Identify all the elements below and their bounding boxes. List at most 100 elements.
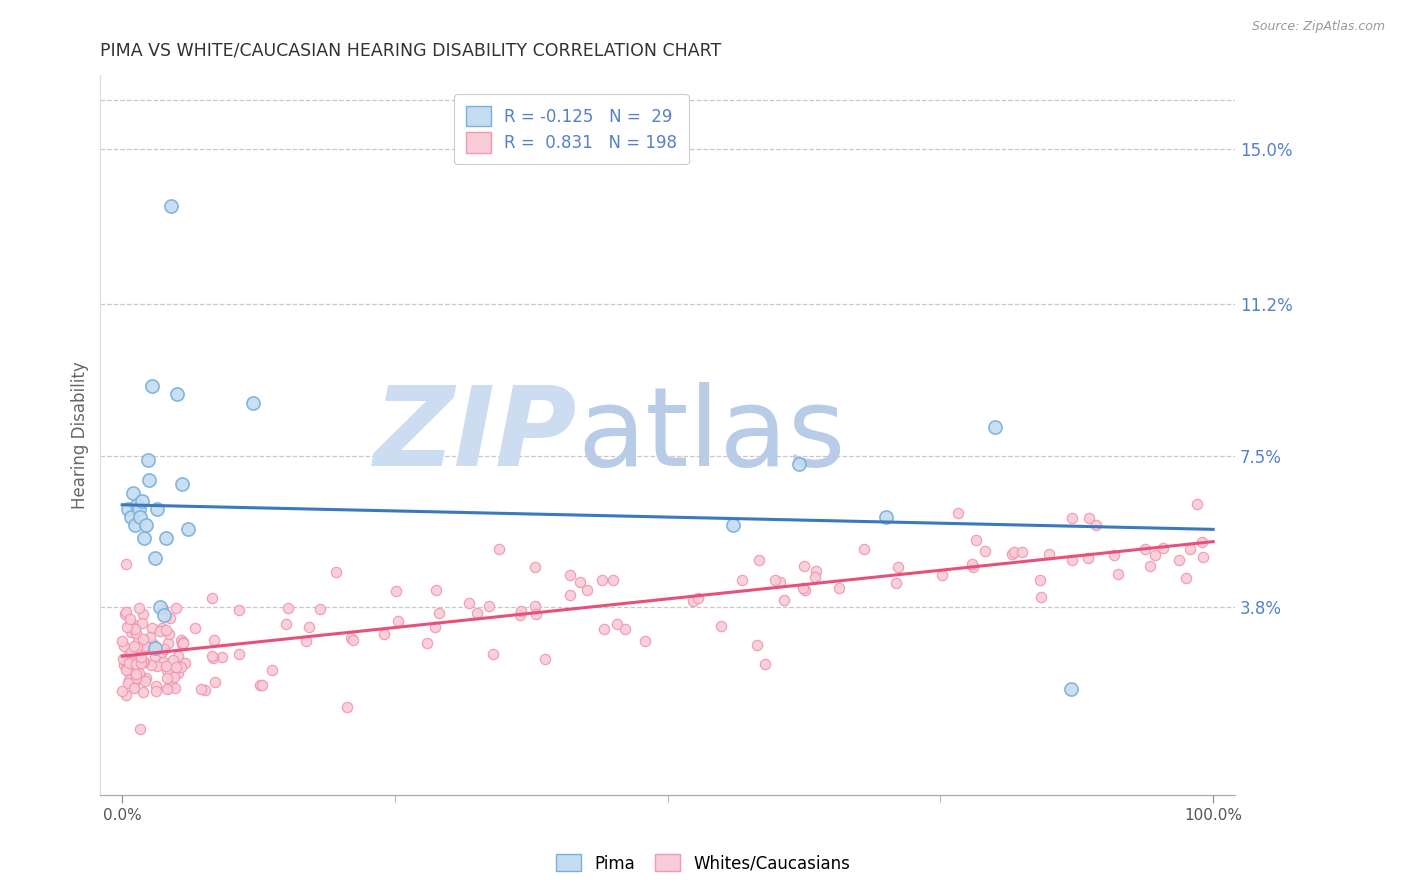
Point bbox=[931, 568, 953, 582]
Point bbox=[138, 452, 160, 467]
Point bbox=[524, 607, 547, 622]
Point bbox=[157, 681, 180, 696]
Point bbox=[115, 664, 138, 678]
Point bbox=[166, 387, 188, 401]
Point bbox=[132, 684, 155, 698]
Point bbox=[155, 623, 177, 637]
Point bbox=[115, 557, 138, 571]
Point bbox=[277, 600, 299, 615]
Point bbox=[425, 582, 447, 597]
Point bbox=[146, 502, 169, 516]
Point bbox=[128, 502, 150, 516]
Point bbox=[127, 498, 149, 512]
Point bbox=[111, 684, 134, 698]
Point bbox=[120, 612, 142, 626]
Point bbox=[523, 560, 546, 574]
Point bbox=[458, 596, 481, 610]
Point bbox=[157, 626, 180, 640]
Point bbox=[120, 645, 142, 659]
Point bbox=[294, 633, 316, 648]
Point bbox=[124, 617, 146, 632]
Point bbox=[560, 589, 582, 603]
Point bbox=[1192, 550, 1215, 565]
Point bbox=[122, 485, 145, 500]
Point bbox=[172, 636, 194, 650]
Point bbox=[298, 620, 321, 634]
Point bbox=[804, 570, 827, 584]
Point bbox=[167, 666, 190, 681]
Point bbox=[156, 682, 179, 697]
Point bbox=[602, 573, 624, 587]
Point bbox=[204, 675, 226, 690]
Point bbox=[1175, 571, 1198, 585]
Point bbox=[429, 606, 451, 620]
Point bbox=[141, 379, 163, 393]
Point bbox=[176, 522, 198, 536]
Point bbox=[194, 683, 217, 698]
Point bbox=[134, 639, 156, 653]
Point bbox=[143, 650, 166, 665]
Point bbox=[591, 573, 613, 587]
Point bbox=[156, 671, 179, 685]
Point bbox=[114, 607, 136, 622]
Point bbox=[509, 604, 531, 618]
Point bbox=[709, 618, 731, 632]
Point bbox=[132, 632, 155, 646]
Point bbox=[160, 199, 183, 213]
Point bbox=[155, 658, 177, 673]
Point bbox=[131, 657, 153, 671]
Point bbox=[721, 518, 744, 533]
Point bbox=[149, 600, 172, 615]
Point bbox=[1011, 545, 1033, 559]
Point bbox=[336, 699, 359, 714]
Point bbox=[165, 681, 187, 695]
Point bbox=[143, 640, 166, 655]
Point bbox=[747, 638, 769, 652]
Point bbox=[308, 602, 330, 616]
Point bbox=[120, 654, 142, 668]
Point bbox=[129, 650, 152, 665]
Point bbox=[1152, 541, 1174, 555]
Point bbox=[1102, 548, 1125, 562]
Point bbox=[127, 648, 149, 662]
Point bbox=[150, 645, 173, 659]
Point bbox=[145, 684, 167, 698]
Point bbox=[145, 679, 167, 693]
Point bbox=[135, 518, 157, 533]
Point bbox=[1191, 534, 1213, 549]
Point bbox=[416, 635, 439, 649]
Point bbox=[146, 658, 169, 673]
Point bbox=[124, 640, 146, 654]
Point bbox=[242, 395, 264, 409]
Point bbox=[174, 656, 197, 670]
Point bbox=[152, 602, 174, 616]
Point bbox=[792, 581, 814, 595]
Point bbox=[509, 607, 531, 622]
Point bbox=[260, 663, 283, 677]
Point bbox=[325, 565, 347, 579]
Point bbox=[112, 651, 135, 665]
Point bbox=[387, 615, 409, 629]
Point bbox=[170, 632, 193, 647]
Point bbox=[118, 673, 141, 687]
Point bbox=[1143, 549, 1166, 563]
Point bbox=[183, 622, 205, 636]
Point bbox=[165, 660, 187, 674]
Point bbox=[342, 633, 364, 648]
Point bbox=[423, 620, 446, 634]
Point bbox=[124, 681, 146, 695]
Point bbox=[1060, 552, 1083, 566]
Point bbox=[111, 634, 134, 648]
Legend: R = -0.125   N =  29, R =  0.831   N = 198: R = -0.125 N = 29, R = 0.831 N = 198 bbox=[454, 95, 689, 164]
Point bbox=[886, 559, 908, 574]
Point bbox=[984, 420, 1007, 434]
Point bbox=[1139, 558, 1161, 573]
Text: Source: ZipAtlas.com: Source: ZipAtlas.com bbox=[1251, 20, 1385, 33]
Point bbox=[149, 624, 172, 638]
Point bbox=[228, 602, 250, 616]
Point bbox=[129, 641, 152, 656]
Point bbox=[228, 647, 250, 661]
Text: PIMA VS WHITE/CAUCASIAN HEARING DISABILITY CORRELATION CHART: PIMA VS WHITE/CAUCASIAN HEARING DISABILI… bbox=[100, 42, 721, 60]
Point bbox=[1002, 544, 1025, 558]
Point bbox=[115, 659, 138, 673]
